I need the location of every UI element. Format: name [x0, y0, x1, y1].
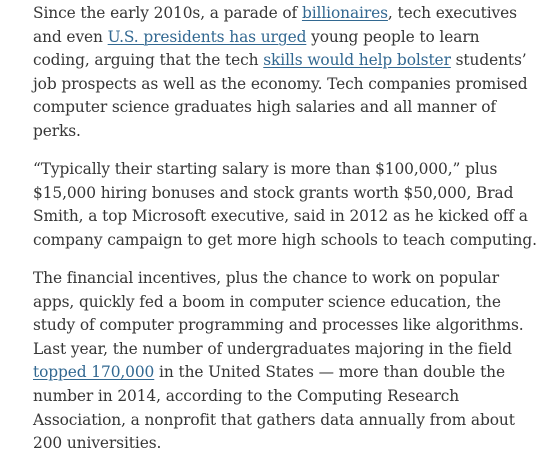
link-skills-bolster[interactable]: skills would help bolster [263, 51, 451, 70]
paragraph-1: Since the early 2010s, a parade of billi… [33, 2, 538, 144]
paragraph-1-text-4: students’ job prospects as well as the e… [33, 51, 528, 140]
paragraph-3: The financial incentives, plus the chanc… [33, 267, 538, 456]
paragraph-3-text-1: The financial incentives, plus the chanc… [33, 268, 524, 358]
article-body: Since the early 2010s, a parade of billi… [33, 2, 538, 470]
link-topped-170000[interactable]: topped 170,000 [33, 363, 155, 382]
link-presidents-urged[interactable]: U.S. presidents has urged [107, 27, 307, 46]
link-billionaires[interactable]: billionaires [301, 4, 388, 22]
paragraph-2: “Typically their starting salary is more… [33, 158, 538, 252]
paragraph-1-text-2: , tech executives and even [33, 4, 517, 46]
paragraph-1-text-3: young people to learn coding, arguing th… [33, 27, 480, 70]
paragraph-2-text: “Typically their starting salary is more… [33, 160, 537, 249]
paragraph-1-text-1: Since the early 2010s, a parade of [33, 4, 302, 22]
